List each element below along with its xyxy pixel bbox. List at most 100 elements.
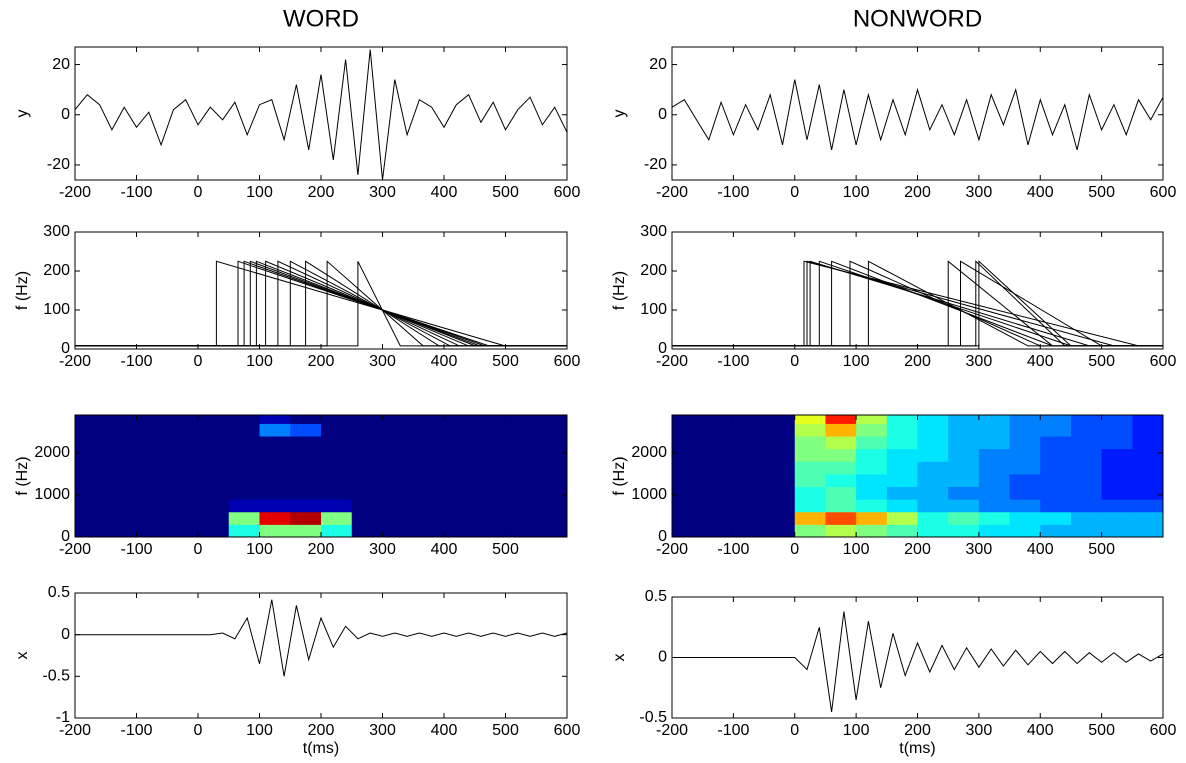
heat-cell bbox=[1070, 486, 1103, 500]
trace bbox=[75, 260, 567, 347]
y-tick-label: 0 bbox=[61, 528, 70, 545]
heat-cell bbox=[321, 473, 353, 488]
heat-cell bbox=[198, 423, 230, 437]
heat-cell bbox=[764, 473, 796, 488]
heat-cell bbox=[1040, 524, 1072, 537]
heat-cell bbox=[978, 524, 1011, 537]
heat-cell bbox=[536, 499, 567, 513]
heat-cell bbox=[259, 415, 291, 424]
heat-cell bbox=[75, 473, 107, 488]
heat-cell bbox=[672, 436, 704, 450]
heat-cell bbox=[75, 423, 107, 437]
heat-cell bbox=[1132, 436, 1163, 450]
x-tick-label: 100 bbox=[246, 353, 273, 370]
heat-cell bbox=[856, 423, 888, 437]
heat-cell bbox=[672, 499, 704, 513]
heat-cell bbox=[764, 499, 796, 513]
x-tick-label: 0 bbox=[790, 353, 799, 370]
x-tick-label: 500 bbox=[1088, 541, 1115, 558]
heat-cell bbox=[825, 486, 857, 500]
heat-cell bbox=[978, 461, 1011, 475]
panel-title: NONWORD bbox=[853, 5, 982, 32]
heat-cell bbox=[733, 524, 765, 537]
heat-cell bbox=[413, 448, 445, 462]
heat-cell bbox=[1101, 415, 1133, 424]
y-tick-label: 0.5 bbox=[645, 588, 667, 605]
heat-cell bbox=[733, 436, 765, 450]
panel-title: WORD bbox=[283, 5, 359, 32]
heat-cell bbox=[198, 486, 230, 500]
x-axis-label: t(ms) bbox=[899, 740, 935, 757]
heat-cell bbox=[536, 423, 567, 437]
heat-cell bbox=[259, 486, 291, 500]
heat-cell bbox=[259, 473, 291, 488]
heat-cell bbox=[198, 436, 230, 450]
heat-cell bbox=[672, 415, 704, 424]
trace bbox=[75, 260, 567, 347]
x-tick-label: -200 bbox=[656, 353, 688, 370]
heat-cell bbox=[1101, 473, 1133, 488]
heat-cell bbox=[290, 415, 322, 424]
heat-cell bbox=[764, 415, 796, 424]
x-tick-label: 200 bbox=[308, 353, 335, 370]
heat-cell bbox=[198, 524, 230, 537]
y-axis-label: f (Hz) bbox=[611, 271, 628, 310]
heat-cell bbox=[856, 511, 888, 525]
heat-cell bbox=[856, 486, 888, 500]
y-tick-label: 0 bbox=[61, 340, 70, 357]
plot-area bbox=[75, 415, 567, 537]
heat-cell bbox=[75, 499, 107, 513]
heat-cell bbox=[1101, 511, 1133, 525]
x-tick-label: -200 bbox=[59, 541, 91, 558]
plot-area bbox=[672, 260, 1163, 347]
heat-cell bbox=[136, 499, 168, 513]
heat-cell bbox=[1040, 448, 1072, 462]
heat-cell bbox=[382, 436, 414, 450]
heat-cell bbox=[825, 524, 857, 537]
heat-cell bbox=[1101, 423, 1133, 437]
heat-cell bbox=[948, 415, 980, 424]
heat-cell bbox=[825, 499, 857, 513]
heat-cell bbox=[978, 473, 1011, 488]
heat-cell bbox=[917, 524, 949, 537]
y-tick-label: 1000 bbox=[34, 486, 70, 503]
heat-cell bbox=[167, 499, 199, 513]
heat-cell bbox=[917, 499, 949, 513]
heat-cell bbox=[259, 423, 291, 437]
heat-cell bbox=[228, 473, 260, 488]
heat-cell bbox=[444, 524, 476, 537]
heat-cell bbox=[413, 473, 445, 488]
heat-cell bbox=[167, 524, 199, 537]
x-tick-label: 600 bbox=[1150, 722, 1177, 739]
x-tick-label: -200 bbox=[656, 541, 688, 558]
x-tick-label: -100 bbox=[120, 541, 152, 558]
x-tick-label: 200 bbox=[904, 184, 931, 201]
x-tick-label: 300 bbox=[369, 353, 396, 370]
heat-cell bbox=[351, 415, 383, 424]
heat-cell bbox=[948, 473, 980, 488]
heat-cell bbox=[198, 473, 230, 488]
heat-cell bbox=[733, 499, 765, 513]
plot-area bbox=[75, 599, 567, 677]
y-tick-label: -0.5 bbox=[42, 668, 70, 685]
trace bbox=[75, 260, 567, 347]
x-tick-label: 200 bbox=[308, 541, 335, 558]
heat-cell bbox=[1040, 499, 1072, 513]
trace bbox=[75, 599, 567, 677]
heat-cell bbox=[105, 448, 137, 462]
heat-cell bbox=[444, 486, 476, 500]
heat-cell bbox=[75, 511, 107, 525]
heat-cell bbox=[825, 511, 857, 525]
plot-area bbox=[672, 415, 1163, 537]
heat-cell bbox=[1070, 436, 1103, 450]
x-tick-label: 300 bbox=[369, 184, 396, 201]
heat-cell bbox=[228, 524, 260, 537]
heat-cell bbox=[351, 486, 383, 500]
y-axis-label: x bbox=[14, 652, 31, 660]
heat-cell bbox=[794, 499, 826, 513]
heat-cell bbox=[351, 524, 383, 537]
heat-cell bbox=[413, 436, 445, 450]
x-tick-label: 500 bbox=[492, 722, 519, 739]
x-tick-label: 400 bbox=[431, 184, 458, 201]
heat-cell bbox=[886, 436, 918, 450]
